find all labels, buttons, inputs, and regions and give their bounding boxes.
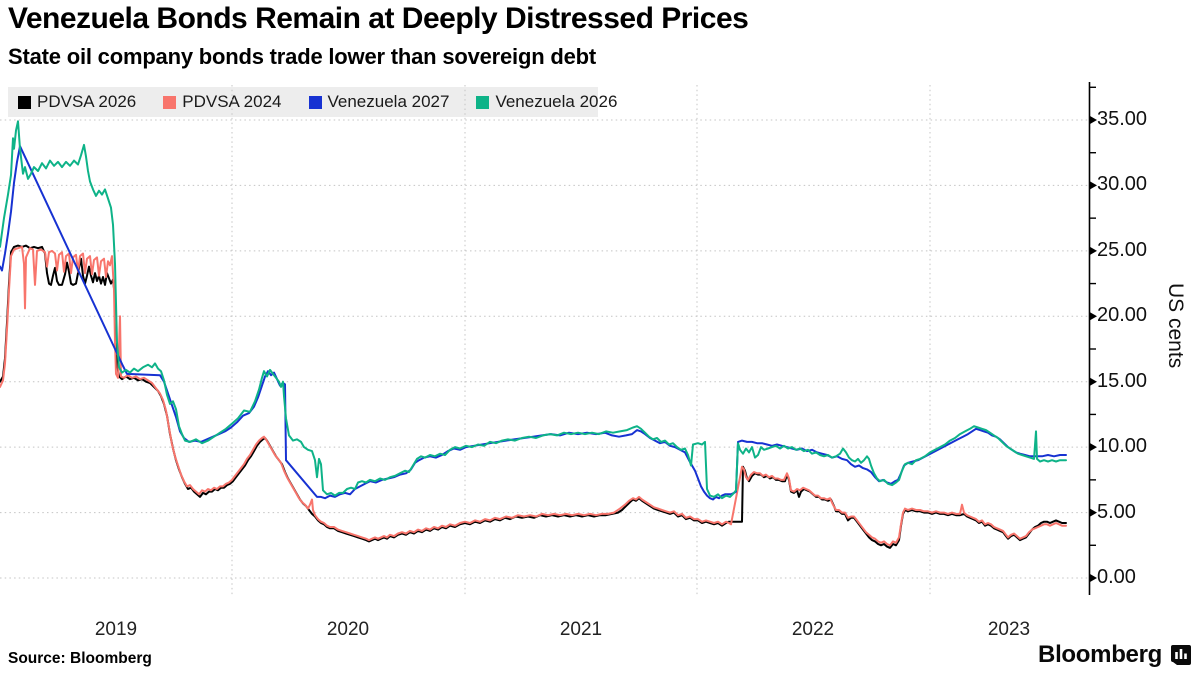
y-axis-major-tick: [1090, 181, 1097, 190]
x-axis-year-label: 2021: [559, 619, 603, 640]
legend-swatch-icon: [18, 95, 31, 109]
series-line-venezuela-2026: [0, 120, 1067, 500]
series-line-pdvsa-2024: [0, 245, 1067, 547]
chart-legend: PDVSA 2026 PDVSA 2024 Venezuela 2027 Venezu…: [8, 87, 617, 117]
y-axis-tick-label: 35.00: [1097, 108, 1148, 130]
page-title: Venezuela Bonds Remain at Deeply Distres…: [8, 2, 749, 35]
y-axis-major-tick: [1090, 508, 1097, 517]
legend-swatch-icon: [308, 95, 322, 109]
y-axis-tick-label: 20.00: [1097, 304, 1148, 327]
page-subtitle: State oil company bonds trade lower than…: [8, 44, 596, 69]
bloomberg-wordmark: Bloomberg: [1038, 641, 1162, 668]
legend-swatch-icon: [476, 95, 490, 109]
x-axis-year-label: 2020: [326, 619, 370, 640]
legend-label: PDVSA 2024: [182, 92, 282, 111]
x-axis-year-label: 2022: [791, 619, 835, 640]
y-axis-major-tick: [1090, 246, 1097, 255]
y-axis-tick-label: 10.00: [1097, 435, 1148, 458]
legend-item: Venezuela 2026: [476, 92, 617, 112]
legend-label: PDVSA 2026: [37, 92, 137, 111]
y-axis-major-tick: [1090, 377, 1097, 386]
bloomberg-logo-icon: [1171, 645, 1191, 665]
y-axis-major-tick: [1090, 312, 1097, 321]
y-axis-major-tick: [1090, 116, 1097, 125]
series-line-pdvsa-2026: [0, 244, 1067, 549]
y-axis-title: US cents: [1164, 283, 1187, 369]
y-axis-major-tick: [1090, 574, 1097, 582]
legend-label: Venezuela 2026: [495, 92, 618, 111]
source-note: Source: Bloomberg: [8, 650, 152, 667]
x-axis-year-label: 2023: [987, 619, 1031, 640]
legend-item: PDVSA 2026: [18, 92, 136, 112]
y-axis-tick-label: 0.00: [1097, 566, 1136, 588]
y-axis-tick-label: 30.00: [1097, 173, 1148, 196]
legend-item: PDVSA 2024: [163, 92, 282, 112]
y-axis-tick-label: 25.00: [1097, 238, 1148, 261]
y-axis-tick-label: 5.00: [1097, 500, 1136, 523]
y-axis-tick-label: 15.00: [1097, 369, 1148, 392]
legend-item: Venezuela 2027: [308, 92, 450, 112]
legend-label: Venezuela 2027: [327, 92, 450, 111]
legend-swatch-icon: [163, 95, 177, 109]
x-axis-year-label: 2019: [94, 619, 138, 640]
y-axis-major-tick: [1090, 443, 1097, 452]
bloomberg-branding: Bloomberg: [1038, 641, 1192, 669]
series-line-venezuela-2027: [0, 145, 1067, 501]
